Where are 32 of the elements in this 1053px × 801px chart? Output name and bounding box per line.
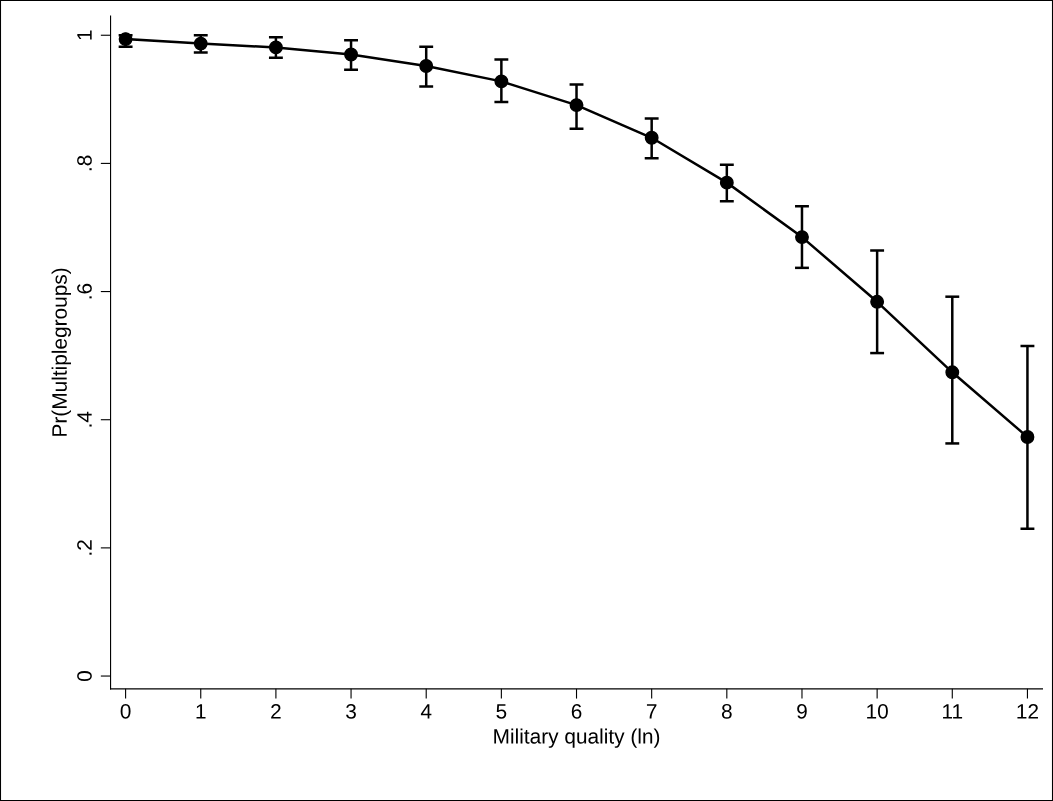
- x-tick-label: 6: [571, 703, 582, 719]
- x-tick-label: 10: [867, 703, 888, 719]
- point: [344, 47, 359, 62]
- point: [795, 230, 809, 245]
- x-tick-label: 5: [496, 704, 507, 719]
- y-tick-label: 0: [77, 671, 92, 682]
- y-axis-title: Pr(Multiplegroups): [51, 268, 72, 436]
- y-tick-label: .4: [77, 411, 92, 427]
- x-axis-title: Military quality (ln): [494, 728, 660, 748]
- x-tick-label: 1: [196, 704, 206, 719]
- point: [870, 294, 885, 309]
- point: [719, 175, 734, 190]
- point: [945, 365, 960, 380]
- x-tick-label: 4: [420, 704, 432, 719]
- point: [569, 98, 584, 113]
- x-tick-label: 11: [943, 704, 963, 719]
- y-tick-label: .8: [77, 155, 92, 171]
- x-tick-label: 3: [346, 703, 356, 719]
- x-tick-label: 9: [797, 703, 807, 719]
- x-tick-label: 2: [271, 703, 281, 719]
- point: [268, 40, 283, 55]
- y-tick-label: 1: [77, 30, 92, 40]
- x-tick-label: 7: [646, 704, 657, 719]
- point: [494, 74, 509, 89]
- x-tick-label: 12: [1017, 703, 1038, 719]
- y-tick-label: .2: [77, 540, 92, 555]
- point: [644, 130, 659, 145]
- point: [419, 59, 434, 73]
- point: [1020, 430, 1035, 444]
- y-tick-label: .6: [77, 283, 92, 299]
- x-tick-label: 0: [120, 703, 131, 719]
- x-tick-label: 8: [721, 703, 732, 719]
